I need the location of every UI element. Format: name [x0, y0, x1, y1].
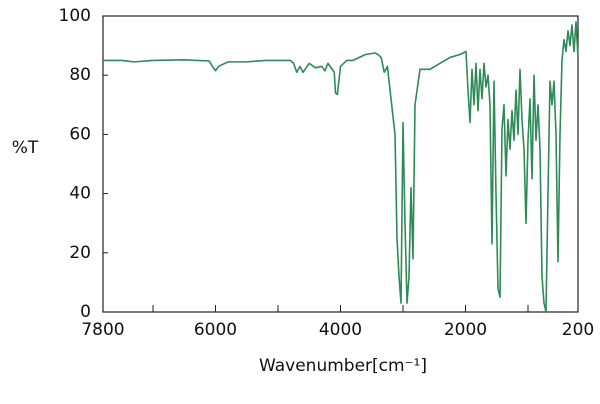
x-tick-label: 7800: [81, 320, 124, 340]
x-axis-label: Wavenumber[cm⁻¹]: [259, 356, 427, 376]
y-tick-label: 0: [80, 302, 91, 322]
y-tick-label: 60: [69, 124, 91, 144]
x-tick-label: 4000: [319, 320, 362, 340]
y-axis-label: %T: [12, 138, 39, 158]
spectrum-line: [103, 21, 579, 313]
y-tick-label: 80: [69, 65, 91, 85]
x-tick-label: 2000: [444, 320, 487, 340]
y-tick-label: 100: [59, 6, 91, 26]
x-tick-label: 200: [562, 320, 594, 340]
y-tick-label: 40: [69, 184, 91, 204]
x-tick-label: 6000: [194, 320, 237, 340]
y-tick-label: 20: [69, 243, 91, 263]
